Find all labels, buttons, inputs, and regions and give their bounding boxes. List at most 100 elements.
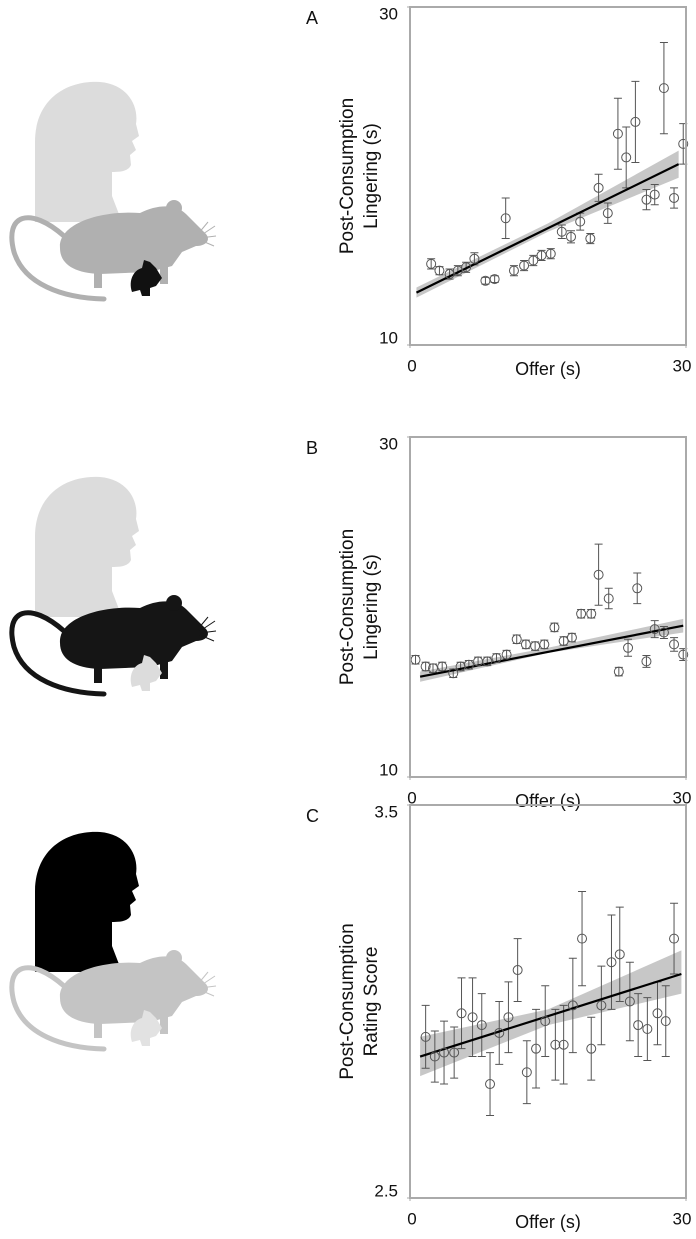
data-point <box>521 1067 532 1078</box>
data-point <box>519 260 530 271</box>
error-bar <box>624 638 633 657</box>
error-bar <box>501 197 510 240</box>
fit-line <box>419 624 684 678</box>
panel-label: A <box>306 8 318 28</box>
data-point <box>444 269 455 280</box>
panel: 2.5 3.5 0 30 Offer (s) Post-Consumption Rating… <box>306 802 691 1231</box>
x-tick-label: 0 <box>407 788 416 807</box>
data-point <box>641 656 652 667</box>
data-point <box>649 624 660 635</box>
error-bar <box>568 957 577 1054</box>
error-bar <box>604 587 613 610</box>
error-bar <box>594 543 603 606</box>
error-bar <box>603 202 612 224</box>
data-point <box>613 666 624 677</box>
fit-line <box>415 163 680 294</box>
error-bar <box>551 1008 560 1081</box>
error-bar <box>486 1052 495 1116</box>
error-bar <box>481 276 490 285</box>
panel: 10 30 0 30 Offer (s) Post-Consumption Lingerin… <box>306 4 691 378</box>
data-point <box>602 208 613 219</box>
data-point <box>503 1012 514 1023</box>
error-bar <box>642 189 651 211</box>
data-point <box>540 1016 551 1027</box>
confidence-band <box>420 950 682 1077</box>
error-bar <box>522 1040 531 1105</box>
data-point <box>467 1012 478 1023</box>
data-point <box>558 1039 569 1050</box>
data-point <box>556 226 567 237</box>
error-bar <box>532 1008 541 1089</box>
data-point <box>633 1020 644 1031</box>
x-tick-label: 30 <box>673 788 692 807</box>
data-point <box>606 957 617 968</box>
data-point <box>630 116 641 127</box>
illustration-a <box>12 81 216 299</box>
error-bar <box>642 654 651 668</box>
error-bar <box>670 902 679 975</box>
data-point <box>585 233 596 244</box>
data-point <box>489 274 500 285</box>
data-point <box>669 639 680 650</box>
data-point <box>434 265 445 276</box>
data-point <box>566 231 576 242</box>
data-point <box>508 265 519 276</box>
data-point <box>614 949 625 960</box>
error-bar <box>490 275 499 283</box>
data-point <box>485 1079 496 1090</box>
data-point <box>482 656 493 667</box>
plot-frame <box>409 804 687 1199</box>
y-axis-label: Post-Consumption <box>337 98 358 254</box>
data-point <box>511 634 522 645</box>
data-point <box>456 1008 467 1019</box>
error-bar <box>495 1001 504 1065</box>
data-point <box>576 608 587 619</box>
data-point <box>476 1020 487 1031</box>
error-bar <box>625 961 634 1042</box>
error-bar <box>578 890 587 987</box>
error-bar <box>457 977 466 1050</box>
plot-frame <box>409 436 687 778</box>
data-point <box>586 608 597 619</box>
data-point <box>596 1000 607 1011</box>
data-point <box>437 661 448 672</box>
error-bar <box>440 1020 449 1085</box>
data-point <box>531 1043 542 1054</box>
y-axis-label: Post-Consumption <box>337 923 358 1079</box>
x-axis-label: Offer (s) <box>515 791 581 811</box>
error-bar <box>537 249 546 261</box>
error-bar <box>509 265 518 277</box>
error-bar <box>633 572 642 605</box>
error-bar <box>504 981 513 1054</box>
data-point <box>641 194 652 205</box>
data-point <box>678 138 689 149</box>
data-point <box>500 213 511 224</box>
error-bar <box>468 977 477 1058</box>
data-point <box>586 1043 597 1054</box>
data-point <box>624 996 635 1007</box>
data-point <box>658 83 669 94</box>
y-axis-label: Lingering (s) <box>361 123 382 229</box>
data-point <box>575 216 586 227</box>
error-bar <box>427 258 436 270</box>
data-point <box>658 627 669 638</box>
data-point <box>539 639 550 650</box>
error-bar <box>453 265 462 277</box>
data-point <box>461 262 472 273</box>
error-bar <box>607 914 616 1010</box>
data-point <box>623 642 634 653</box>
x-axis-label: Offer (s) <box>515 359 581 379</box>
error-bar <box>421 1004 430 1069</box>
data-point <box>410 654 421 665</box>
error-bar <box>670 187 679 209</box>
data-point <box>420 661 431 672</box>
y-axis-label: Rating Score <box>361 947 382 1057</box>
data-point <box>566 632 577 643</box>
error-bar <box>650 183 659 206</box>
error-bar <box>520 260 529 272</box>
y-axis-label: Post-Consumption <box>337 529 358 685</box>
error-bar <box>650 620 659 639</box>
y-tick-label: 3.5 <box>374 802 398 821</box>
error-bar <box>615 906 624 1002</box>
